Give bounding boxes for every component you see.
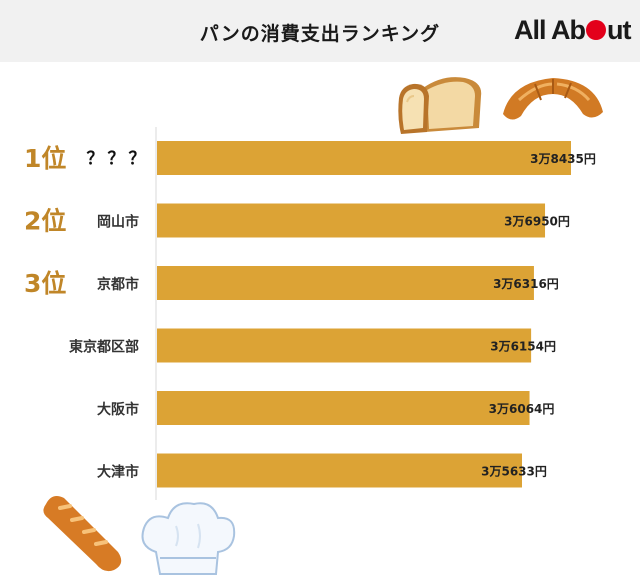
rank-label-2: 2位 xyxy=(24,207,66,236)
header-bar: パンの消費支出ランキング All Ab ut xyxy=(0,0,640,62)
logo-dot-icon xyxy=(586,20,606,40)
rank-label-1: 1位 xyxy=(24,144,66,173)
value-label-4: 3万6154円 xyxy=(490,340,556,354)
chef-hat-icon xyxy=(141,502,236,575)
logo-text-end: ut xyxy=(607,15,632,45)
category-label-4: 東京都区部 xyxy=(69,339,139,356)
page-title: パンの消費支出ランキング xyxy=(199,23,441,45)
category-label-1: ？？？ xyxy=(87,149,150,169)
bar-4 xyxy=(157,328,532,363)
bar-2 xyxy=(157,203,546,238)
category-label-6: 大津市 xyxy=(97,464,139,481)
bars-layer: 3万8435円 ？？？ 1位 3万6950円 岡山市 2位 3万6316円 京都市 3位 3万61… xyxy=(24,141,596,488)
croissant-icon xyxy=(503,78,603,120)
value-label-5: 3万6064円 xyxy=(489,402,555,416)
bar-6 xyxy=(157,453,522,488)
category-label-5: 大阪市 xyxy=(97,401,139,418)
value-label-3: 3万6316円 xyxy=(493,277,559,291)
logo-text-start: All Ab xyxy=(514,15,586,45)
baguette-icon xyxy=(43,496,122,572)
category-label-3: 京都市 xyxy=(97,276,139,293)
bar-3 xyxy=(157,266,534,300)
value-label-1: 3万8435円 xyxy=(530,152,596,166)
value-label-2: 3万6950円 xyxy=(504,215,570,229)
value-label-6: 3万5633円 xyxy=(481,465,547,479)
rank-label-3: 3位 xyxy=(24,269,66,298)
bar-5 xyxy=(157,391,530,425)
bread-loaf-icon xyxy=(398,77,482,134)
category-label-2: 岡山市 xyxy=(97,214,139,231)
bar-1 xyxy=(157,141,571,175)
allabout-logo: All Ab ut xyxy=(514,15,632,45)
